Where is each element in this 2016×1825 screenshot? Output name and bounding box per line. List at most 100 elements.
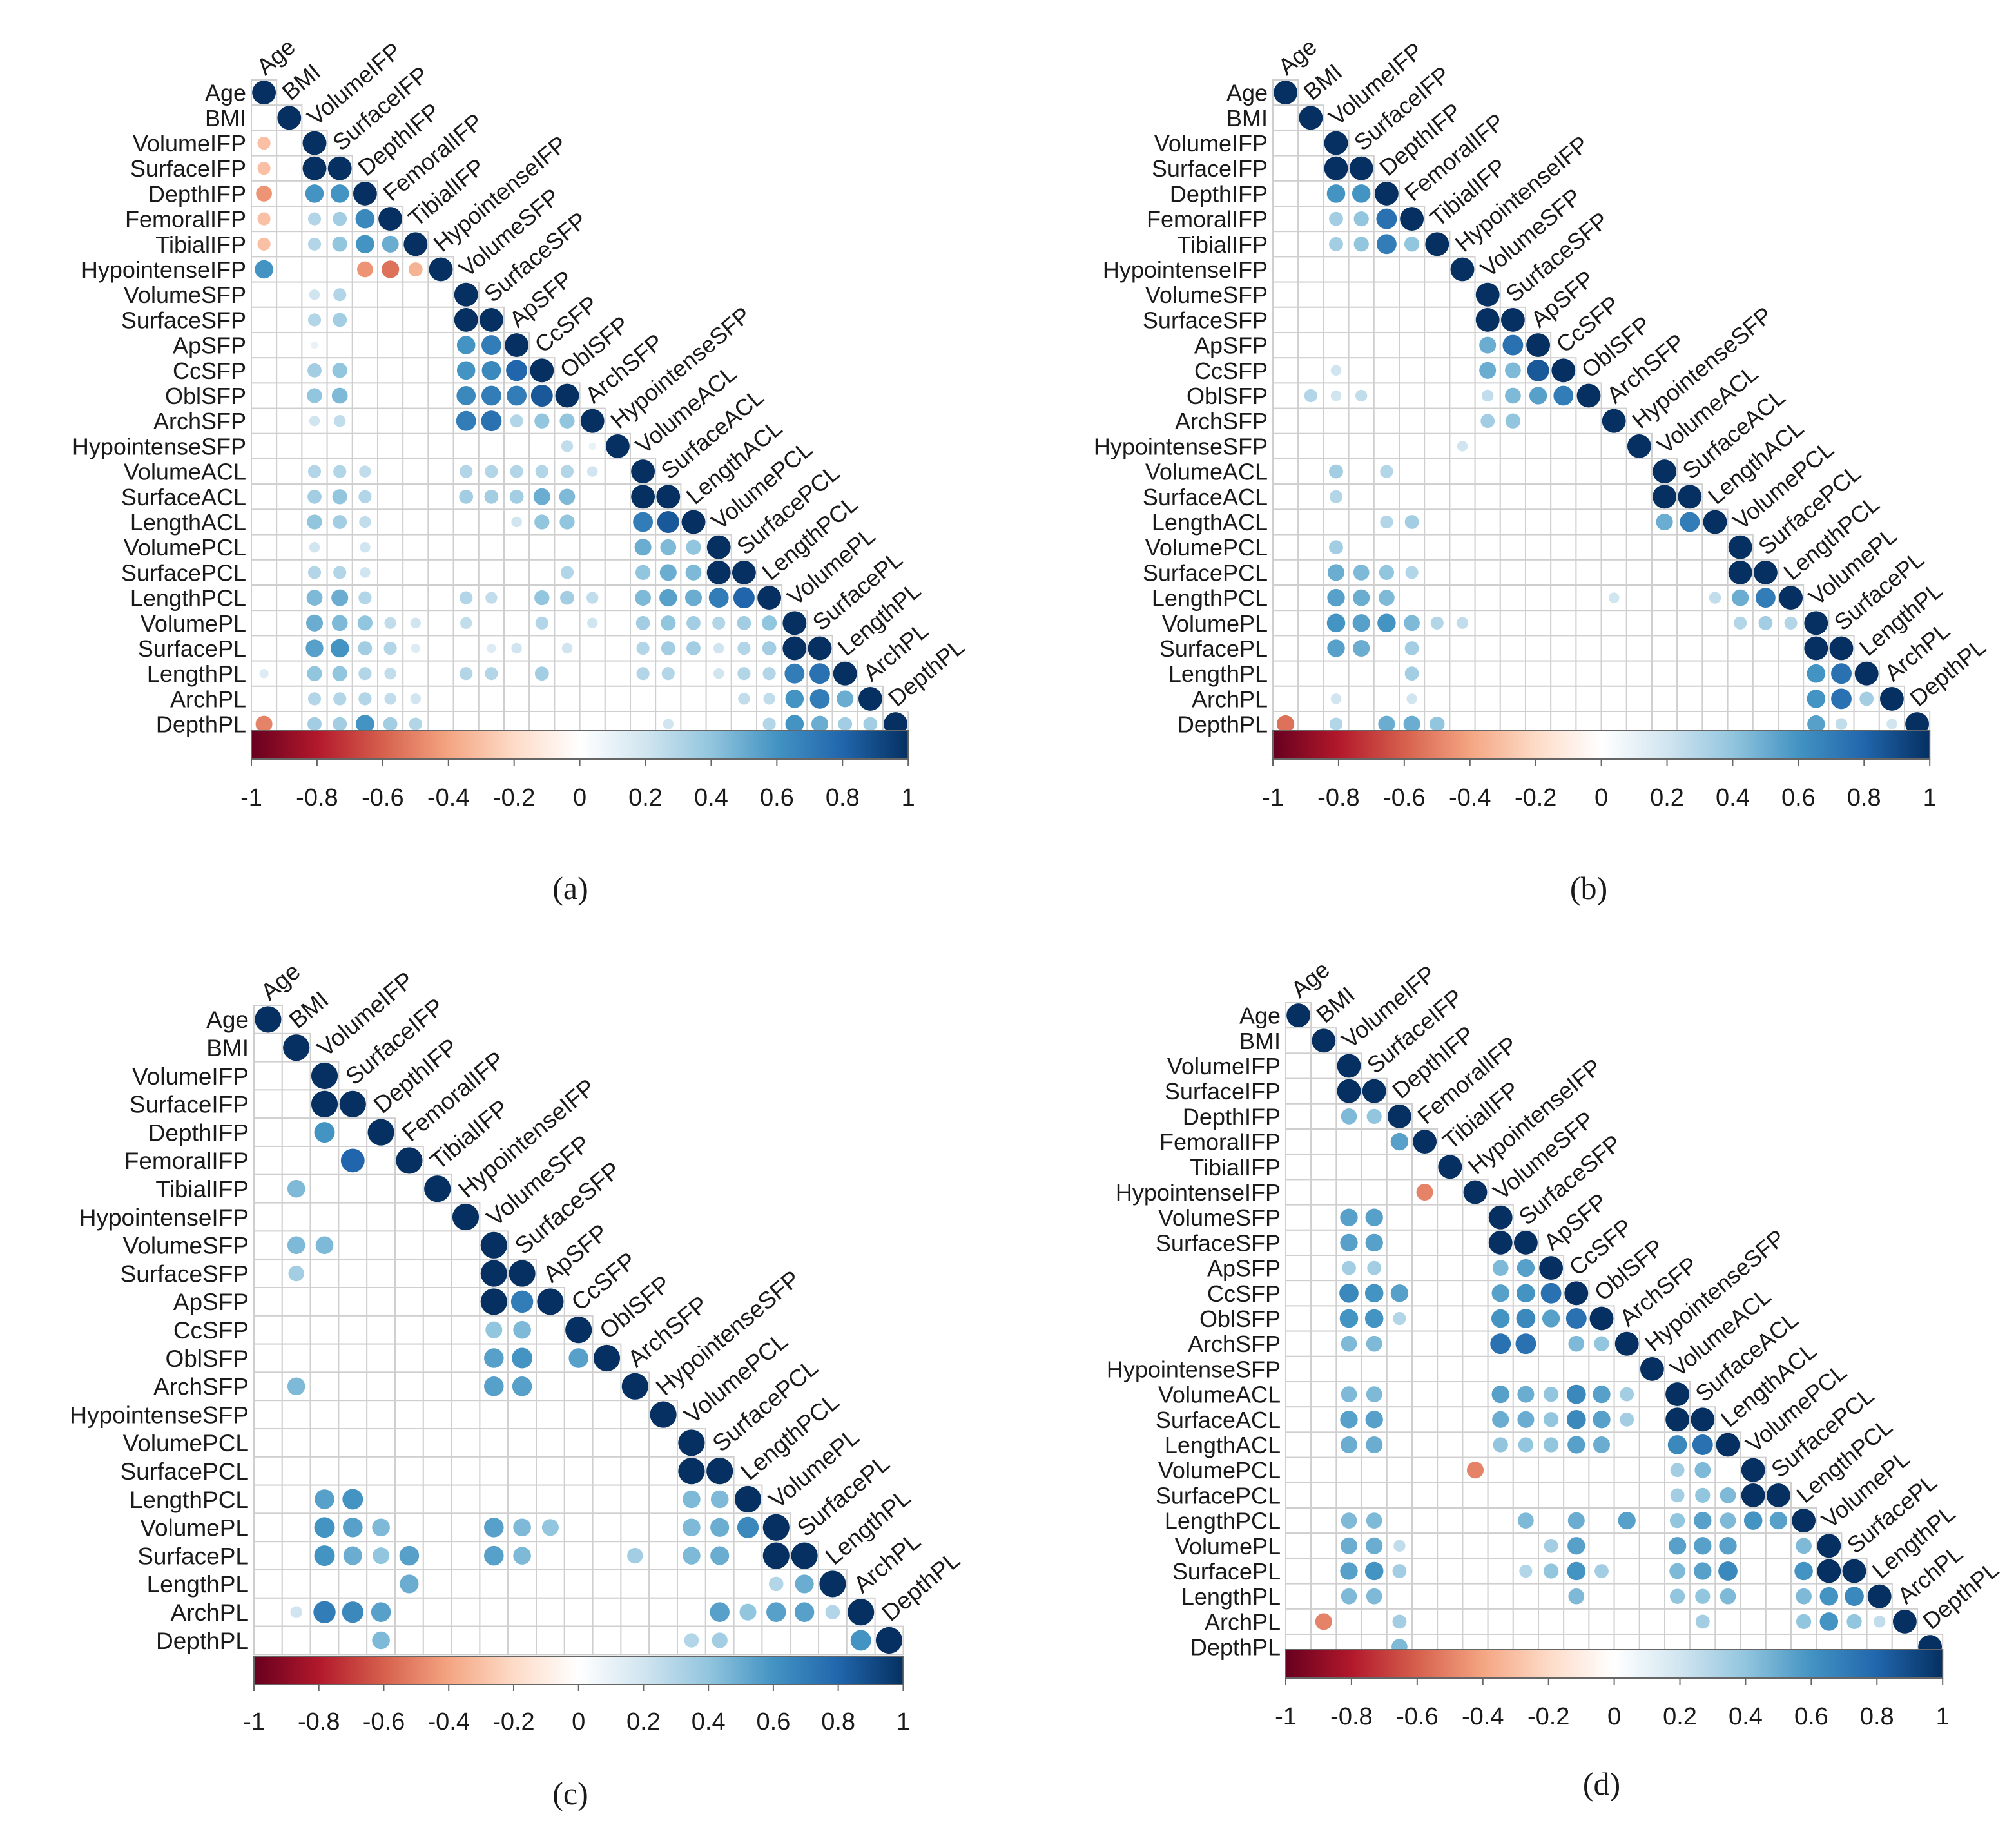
corr-circle	[1364, 1561, 1384, 1581]
corr-circle-diagonal	[1627, 434, 1651, 458]
grid-cell	[427, 306, 454, 333]
grid-cell	[1487, 1558, 1514, 1585]
grid-cell	[351, 357, 378, 384]
grid-cell	[1272, 483, 1299, 510]
grid-cell	[1740, 1608, 1767, 1636]
corr-circle	[1392, 1614, 1407, 1629]
row-label: LengthACL	[130, 509, 246, 536]
corr-circle	[358, 591, 372, 604]
grid-cell	[1437, 1229, 1464, 1257]
grid-cell	[1335, 1128, 1362, 1155]
grid-cell	[377, 508, 404, 536]
corr-circle	[678, 1458, 705, 1485]
row-label: VolumeSFP	[1145, 282, 1268, 308]
corr-circle	[484, 1376, 504, 1396]
corr-circle	[825, 1605, 840, 1619]
grid-cell	[1373, 407, 1401, 434]
grid-cell	[1399, 483, 1426, 510]
grid-cell	[451, 1259, 481, 1288]
grid-cell	[1525, 534, 1552, 561]
corr-circle	[307, 237, 322, 251]
colorbar-tick-label: 0.6	[1781, 784, 1816, 811]
grid-cell	[1676, 685, 1703, 713]
grid-cell	[309, 1173, 340, 1204]
row-label: BMI	[206, 1035, 249, 1061]
grid-cell	[1487, 1507, 1514, 1534]
grid-cell	[1323, 281, 1350, 308]
corr-circle	[307, 388, 322, 403]
grid-cell	[422, 1202, 452, 1232]
grid-cell	[276, 256, 303, 283]
grid-cell	[253, 1173, 283, 1204]
row-label: VolumePL	[140, 1515, 249, 1541]
grid-cell	[377, 432, 404, 459]
grid-cell	[338, 1202, 368, 1232]
row-label: HypointenseIFP	[81, 256, 246, 283]
grid-cell	[338, 1371, 368, 1402]
corr-circle	[1330, 390, 1342, 401]
grid-cell	[1297, 281, 1324, 308]
corr-circle-diagonal	[1349, 156, 1373, 180]
grid-cell	[251, 508, 278, 536]
corr-circle	[635, 590, 651, 606]
row-label: VolumeSFP	[123, 1233, 249, 1259]
row-label: SurfaceIFP	[1165, 1078, 1281, 1105]
corr-circle	[1329, 717, 1343, 731]
grid-cell	[1765, 1583, 1792, 1610]
grid-cell	[1625, 584, 1653, 612]
corr-circle	[513, 1547, 531, 1565]
panel-label-c: (c)	[552, 1775, 588, 1811]
grid-cell	[478, 508, 505, 536]
grid-cell	[528, 635, 556, 662]
grid-cell	[1449, 508, 1476, 536]
corr-circle-diagonal	[650, 1401, 677, 1428]
grid-cell	[366, 1371, 396, 1402]
grid-cell	[1373, 382, 1401, 409]
corr-circle	[480, 1260, 507, 1287]
grid-cell	[309, 1202, 340, 1232]
corr-circle	[1516, 1309, 1536, 1328]
corr-circle	[1366, 1335, 1382, 1352]
corr-circle	[287, 1377, 305, 1396]
grid-cell	[563, 1512, 594, 1543]
corr-circle-diagonal	[1905, 712, 1930, 737]
grid-cell	[309, 1569, 340, 1599]
corr-circle	[257, 212, 271, 226]
colorbar-tick-label: 0.8	[826, 784, 860, 811]
grid-cell	[1297, 155, 1324, 182]
colorbar-tick-label: -0.8	[1330, 1703, 1372, 1730]
corr-circle-diagonal	[1299, 106, 1323, 130]
colorbar-tick-label: -0.8	[1317, 784, 1359, 811]
colorbar-tick-label: 0.6	[757, 1708, 791, 1735]
grid-cell	[1373, 635, 1401, 662]
corr-circle-diagonal	[480, 1231, 507, 1259]
grid-cell	[309, 1259, 340, 1288]
grid-cell	[1399, 281, 1426, 308]
corr-circle	[383, 641, 397, 655]
corr-circle-diagonal	[505, 333, 529, 358]
grid-cell	[1651, 685, 1678, 713]
grid-cell	[479, 1456, 509, 1486]
grid-cell	[1411, 1229, 1439, 1257]
grid-cell	[1411, 1204, 1439, 1231]
grid-cell	[1348, 483, 1375, 510]
corr-circle	[343, 1546, 362, 1565]
grid-cell	[1499, 610, 1527, 637]
corr-circle	[1668, 1537, 1687, 1555]
corr-circle	[1807, 690, 1826, 708]
grid-cell	[592, 1400, 622, 1429]
corr-circle	[332, 489, 347, 505]
corr-circle-diagonal	[1678, 485, 1702, 509]
corr-circle	[1796, 1588, 1812, 1605]
grid-cell	[251, 534, 278, 561]
corr-circle	[1695, 1588, 1711, 1604]
corr-circle-diagonal	[396, 1147, 423, 1174]
grid-cell	[478, 432, 505, 459]
grid-cell	[338, 1569, 368, 1599]
row-label: SurfaceACL	[1156, 1407, 1281, 1433]
row-label: VolumeSFP	[1158, 1204, 1281, 1231]
colorbar-tick-label: 0	[1594, 784, 1608, 811]
corr-circle	[1376, 208, 1397, 229]
corr-circle-diagonal	[593, 1344, 621, 1372]
corr-circle	[1340, 1537, 1358, 1554]
